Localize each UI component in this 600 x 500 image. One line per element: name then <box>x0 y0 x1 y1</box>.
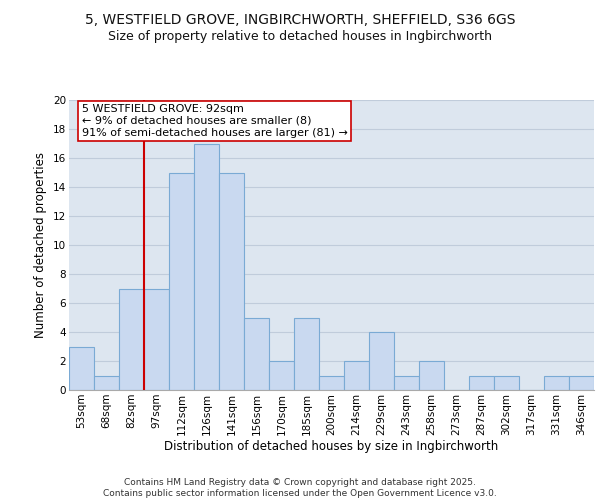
Bar <box>94 376 119 390</box>
Bar <box>494 376 519 390</box>
Bar <box>194 144 219 390</box>
Bar <box>344 361 369 390</box>
Text: Contains HM Land Registry data © Crown copyright and database right 2025.
Contai: Contains HM Land Registry data © Crown c… <box>103 478 497 498</box>
Y-axis label: Number of detached properties: Number of detached properties <box>34 152 47 338</box>
Bar <box>469 376 494 390</box>
Bar <box>144 288 169 390</box>
Text: 5 WESTFIELD GROVE: 92sqm
← 9% of detached houses are smaller (8)
91% of semi-det: 5 WESTFIELD GROVE: 92sqm ← 9% of detache… <box>82 104 347 138</box>
Bar <box>69 346 94 390</box>
Bar <box>569 376 594 390</box>
Bar <box>544 376 569 390</box>
Bar <box>244 318 269 390</box>
Bar <box>319 376 344 390</box>
Text: 5, WESTFIELD GROVE, INGBIRCHWORTH, SHEFFIELD, S36 6GS: 5, WESTFIELD GROVE, INGBIRCHWORTH, SHEFF… <box>85 12 515 26</box>
X-axis label: Distribution of detached houses by size in Ingbirchworth: Distribution of detached houses by size … <box>164 440 499 454</box>
Bar <box>119 288 144 390</box>
Bar <box>219 172 244 390</box>
Bar <box>169 172 194 390</box>
Bar <box>419 361 444 390</box>
Text: Size of property relative to detached houses in Ingbirchworth: Size of property relative to detached ho… <box>108 30 492 43</box>
Bar <box>394 376 419 390</box>
Bar <box>369 332 394 390</box>
Bar <box>269 361 294 390</box>
Bar <box>294 318 319 390</box>
